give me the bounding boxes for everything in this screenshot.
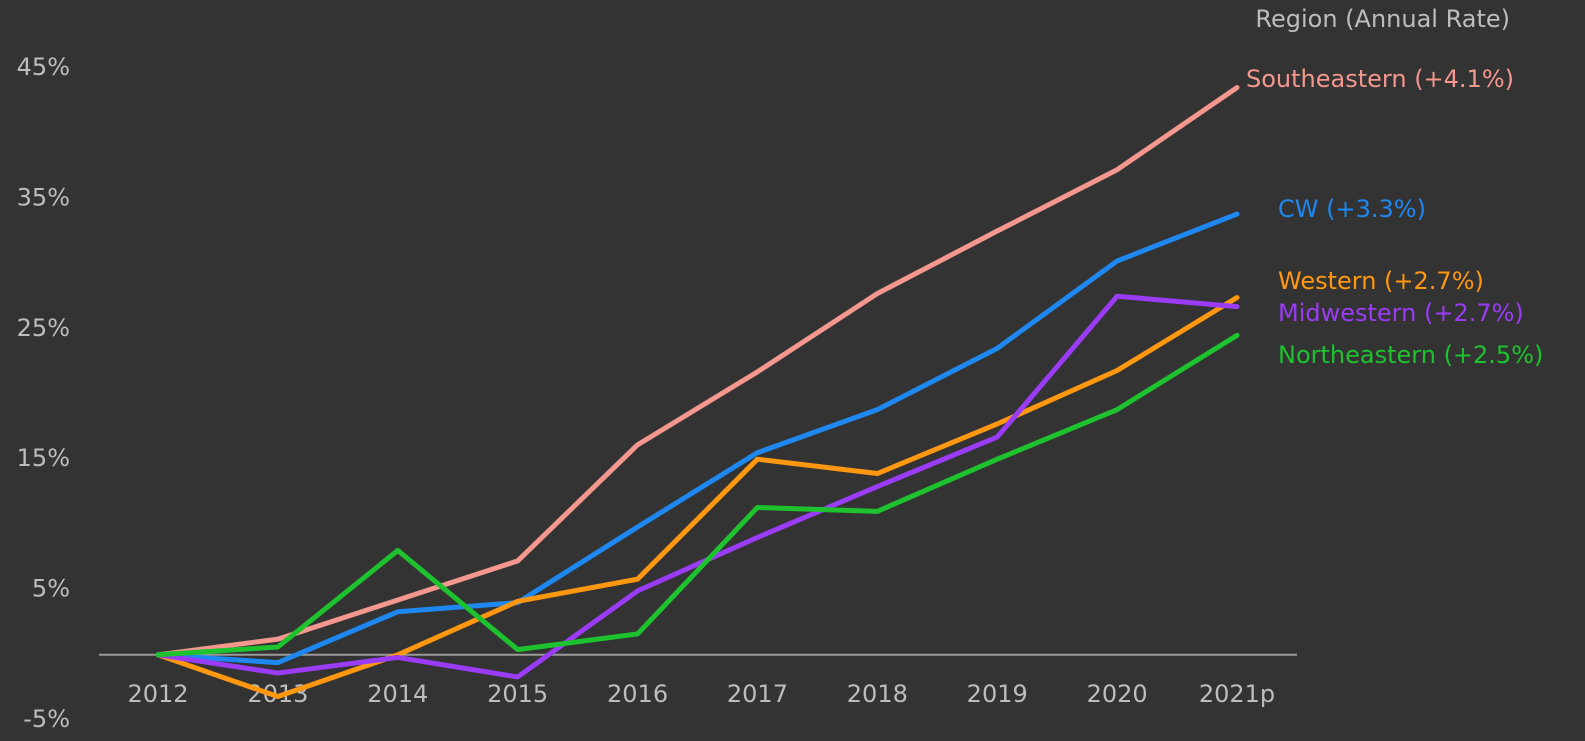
x-tick-label: 2018 (847, 680, 908, 708)
y-tick-label: 25% (17, 314, 70, 342)
series-label: Southeastern (+4.1%) (1246, 65, 1514, 93)
series-label: Midwestern (+2.7%) (1278, 299, 1524, 327)
series-line (155, 293, 1240, 680)
series-line (155, 85, 1240, 658)
y-tick-label: 35% (17, 183, 70, 211)
x-tick-label: 2016 (607, 680, 668, 708)
x-tick-label: 2015 (487, 680, 548, 708)
y-tick-label: 45% (17, 53, 70, 81)
x-tick-label: 2017 (727, 680, 788, 708)
series-line (155, 211, 1240, 666)
legend-title: Region (Annual Rate) (1255, 5, 1510, 33)
series-label: Western (+2.7%) (1278, 267, 1484, 295)
y-tick-label: 5% (32, 575, 70, 603)
x-tick-label: 2014 (367, 680, 428, 708)
series-line (155, 295, 1240, 700)
series-label: CW (+3.3%) (1278, 195, 1426, 223)
y-tick-label: 15% (17, 444, 70, 472)
series-label: Northeastern (+2.5%) (1278, 341, 1543, 369)
x-tick-label: 2021p (1199, 680, 1275, 708)
y-tick-label: -5% (23, 705, 70, 733)
series-line (155, 332, 1240, 658)
x-tick-label: 2020 (1087, 680, 1148, 708)
x-tick-label: 2012 (127, 680, 188, 708)
x-tick-label: 2019 (967, 680, 1028, 708)
